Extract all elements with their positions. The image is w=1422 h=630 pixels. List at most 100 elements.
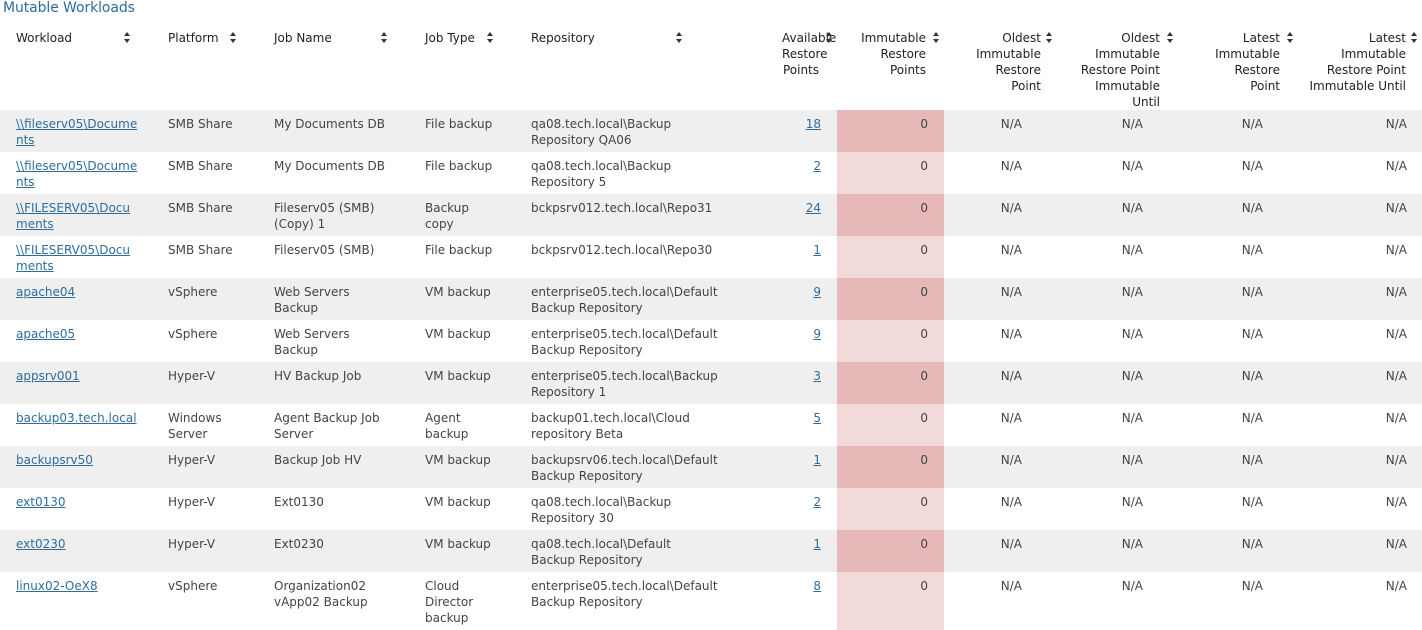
restore-points-link[interactable]: 5	[813, 411, 821, 425]
restore-points-link[interactable]: 18	[805, 117, 821, 131]
col-header-oldest-immutable-until[interactable]: Oldest Immutable Restore Point Immutable…	[1057, 29, 1178, 110]
cell-job-name: Web Servers Backup	[258, 278, 409, 320]
col-header-job-name[interactable]: Job Name	[258, 29, 409, 110]
cell-immutable-restore-points: 0	[837, 236, 944, 278]
restore-points-link[interactable]: 1	[813, 537, 821, 551]
cell-job-type: VM backup	[409, 320, 515, 362]
cell-repository: backupsrv06.tech.local\Default Backup Re…	[515, 446, 718, 488]
cell-platform: vSphere	[152, 278, 258, 320]
cell-job-name: My Documents DB	[258, 110, 409, 152]
sort-icon[interactable]	[826, 32, 833, 43]
workload-link[interactable]: \\FILESERV05\Documents	[16, 201, 130, 231]
table-row: \\FILESERV05\Documents SMB Share Fileserv0…	[0, 194, 1422, 236]
cell-repository: enterprise05.tech.local\Default Backup R…	[515, 320, 718, 362]
col-header-workload[interactable]: Workload	[0, 29, 152, 110]
sort-icon[interactable]	[1287, 32, 1294, 43]
cell-job-name: Fileserv05 (SMB)	[258, 236, 409, 278]
page-title: Mutable Workloads	[3, 0, 135, 16]
col-header-available-restore-points[interactable]: Available Restore Points	[712, 29, 837, 110]
sort-icon[interactable]	[124, 32, 131, 43]
restore-points-link[interactable]: 1	[813, 243, 821, 257]
col-header-label: Platform	[168, 31, 219, 45]
col-header-oldest-immutable-restore-point[interactable]: Oldest Immutable Restore Point	[944, 29, 1057, 110]
cell-oldest-immutable-restore-point: N/A	[944, 488, 1057, 530]
cell-available-restore-points: 9	[712, 278, 837, 320]
cell-oldest-immutable-restore-point: N/A	[944, 362, 1057, 404]
sort-icon[interactable]	[1046, 32, 1053, 43]
table-row: apache04 vSphere Web Servers Backup VM back…	[0, 278, 1422, 320]
restore-points-link[interactable]: 9	[813, 327, 821, 341]
cell-available-restore-points: 2	[712, 488, 837, 530]
col-header-immutable-restore-points[interactable]: Immutable Restore Points	[837, 29, 944, 110]
col-header-repository[interactable]: Repository	[515, 29, 712, 110]
restore-points-link[interactable]: 24	[805, 201, 821, 215]
cell-oldest-immutable-until: N/A	[1057, 320, 1178, 362]
restore-points-link[interactable]: 3	[813, 369, 821, 383]
col-header-latest-immutable-until[interactable]: Latest Immutable Restore Point Immutable…	[1298, 29, 1422, 110]
col-header-label: Job Name	[274, 31, 332, 45]
workload-link[interactable]: backupsrv50	[16, 453, 93, 467]
cell-platform: SMB Share	[152, 194, 258, 236]
restore-points-link[interactable]: 9	[813, 285, 821, 299]
cell-latest-immutable-until: N/A	[1298, 194, 1422, 236]
cell-oldest-immutable-until: N/A	[1057, 530, 1178, 572]
cell-platform: SMB Share	[152, 110, 258, 152]
workload-link[interactable]: backup03.tech.local	[16, 411, 137, 425]
cell-workload: linux02-OeX8	[0, 572, 152, 630]
sort-icon[interactable]	[1411, 32, 1418, 43]
cell-job-name: Fileserv05 (SMB) (Copy) 1	[258, 194, 409, 236]
workload-link[interactable]: \\FILESERV05\Documents	[16, 243, 130, 273]
cell-oldest-immutable-until: N/A	[1057, 194, 1178, 236]
workload-link[interactable]: \\fileserv05\Documents	[16, 117, 138, 147]
cell-oldest-immutable-restore-point: N/A	[944, 530, 1057, 572]
workload-link[interactable]: \\fileserv05\Documents	[16, 159, 138, 189]
restore-points-link[interactable]: 1	[813, 453, 821, 467]
workload-link[interactable]: apache04	[16, 285, 76, 299]
cell-latest-immutable-until: N/A	[1298, 278, 1422, 320]
cell-oldest-immutable-restore-point: N/A	[944, 320, 1057, 362]
restore-points-link[interactable]: 2	[813, 159, 821, 173]
cell-workload: \\fileserv05\Documents	[0, 152, 152, 194]
restore-points-link[interactable]: 2	[813, 495, 821, 509]
cell-job-name: Backup Job HV	[258, 446, 409, 488]
mutable-workloads-table: Workload Platform Job Name Job Type Repo…	[0, 29, 1422, 630]
sort-icon[interactable]	[676, 32, 683, 43]
workload-link[interactable]: ext0130	[16, 495, 66, 509]
cell-job-type: VM backup	[409, 446, 515, 488]
col-header-label: Oldest Immutable Restore Point	[976, 31, 1041, 93]
col-header-job-type[interactable]: Job Type	[409, 29, 515, 110]
cell-latest-immutable-until: N/A	[1298, 110, 1422, 152]
workload-link[interactable]: linux02-OeX8	[16, 579, 98, 593]
sort-icon[interactable]	[933, 32, 940, 43]
cell-oldest-immutable-restore-point: N/A	[944, 572, 1057, 630]
cell-job-type: VM backup	[409, 278, 515, 320]
cell-job-name: Ext0230	[258, 530, 409, 572]
workload-link[interactable]: apache05	[16, 327, 76, 341]
cell-workload: apache05	[0, 320, 152, 362]
cell-repository: bckpsrv012.tech.local\Repo30	[515, 236, 712, 278]
cell-latest-immutable-until: N/A	[1298, 152, 1422, 194]
cell-immutable-restore-points: 0	[837, 194, 944, 236]
col-header-platform[interactable]: Platform	[152, 29, 258, 110]
cell-latest-immutable-restore-point: N/A	[1178, 110, 1298, 152]
table-row: \\fileserv05\Documents SMB Share My Docume…	[0, 152, 1422, 194]
col-header-label: Latest Immutable Restore Point Immutable…	[1309, 31, 1407, 93]
sort-icon[interactable]	[381, 32, 388, 43]
cell-available-restore-points: 24	[712, 194, 837, 236]
cell-platform: Windows Server	[152, 404, 258, 446]
restore-points-link[interactable]: 8	[813, 579, 821, 593]
cell-latest-immutable-until: N/A	[1298, 488, 1422, 530]
sort-icon[interactable]	[487, 32, 494, 43]
cell-latest-immutable-restore-point: N/A	[1178, 194, 1298, 236]
col-header-latest-immutable-restore-point[interactable]: Latest Immutable Restore Point	[1178, 29, 1298, 110]
table-row: backup03.tech.local Windows Server Agent B…	[0, 404, 1422, 446]
workload-link[interactable]: ext0230	[16, 537, 66, 551]
workload-link[interactable]: appsrv001	[16, 369, 80, 383]
sort-icon[interactable]	[1167, 32, 1174, 43]
table-row: ext0230 Hyper-V Ext0230 VM backup qa08.tech.…	[0, 530, 1422, 572]
cell-oldest-immutable-until: N/A	[1057, 236, 1178, 278]
sort-icon[interactable]	[230, 32, 237, 43]
table-row: appsrv001 Hyper-V HV Backup Job VM backup en…	[0, 362, 1422, 404]
cell-immutable-restore-points: 0	[837, 446, 944, 488]
cell-repository: backup01.tech.local\Cloud repository Bet…	[515, 404, 712, 446]
